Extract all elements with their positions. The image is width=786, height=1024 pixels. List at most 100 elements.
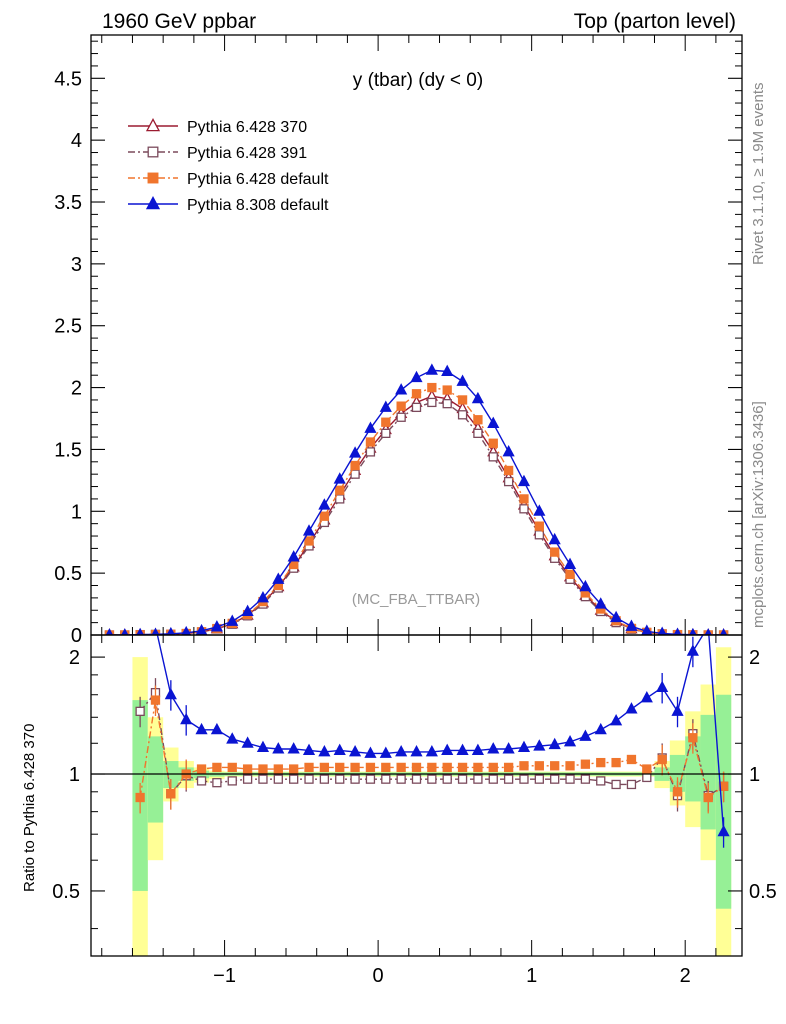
ratio-point [488,762,498,773]
data-point [719,628,728,635]
y-tick-label: 3.5 [54,192,82,214]
ratio-point [686,644,699,656]
data-point [272,572,285,584]
ratio-point [258,764,268,774]
ratio-point [364,746,377,758]
ratio-point [289,764,299,774]
data-point [365,437,376,447]
ratio-point [273,774,283,784]
x-tick-label: 0 [373,965,384,987]
ratio-point [441,743,454,755]
data-point [395,383,408,395]
ratio-point [319,762,330,773]
data-point [503,476,514,487]
ratio-point [534,774,544,784]
x-tick-label: 2 [680,965,691,987]
ratio-y-tick-label-right: 1 [749,764,760,786]
data-point [487,416,500,428]
data-point [364,421,377,433]
ratio-point [626,754,637,765]
x-tick-label: −1 [213,965,236,987]
watermark: (MC_FBA_TTBAR) [352,591,480,608]
data-point [442,399,452,409]
ratio-point [210,722,223,735]
ratio-point [565,761,575,771]
ratio-point [150,695,161,705]
legend-entry: Pythia 6.428 default [187,171,329,188]
uncertainty-band [685,736,701,802]
ratio-point [425,745,438,757]
ratio-point [350,762,360,773]
ratio-point [550,774,560,784]
x-tick-label: 1 [526,965,537,987]
data-point [381,417,391,427]
ratio-point [411,774,422,784]
header-right: Top (parton level) [574,10,736,33]
data-point [381,428,391,439]
y-tick-label: 0 [71,625,82,647]
ratio-point [227,776,237,786]
ratio-point [625,702,638,714]
data-point [181,625,192,635]
y-tick-label: 3 [71,254,82,276]
ratio-series-line [156,635,725,832]
ratio-point [640,691,653,703]
ratio-point [671,704,684,716]
y-tick-label: 1 [71,501,82,523]
data-point [302,524,316,536]
data-point [410,370,423,383]
ratio-point [565,774,575,784]
data-point [441,364,454,376]
data-point [396,401,406,411]
data-point [287,550,300,562]
data-point [488,452,498,462]
data-point [105,628,114,635]
ratio-point [487,742,500,754]
ratio-point [319,774,330,784]
y-tick-label: 4.5 [54,68,82,90]
ratio-point [596,776,606,786]
ratio-point [579,729,592,741]
ratio-point [302,743,316,755]
data-point [550,547,560,557]
ratio-point [703,792,713,803]
data-point [519,504,529,514]
ratio-point [166,789,176,799]
ratio-point [580,759,591,769]
data-point [641,624,653,635]
ratio-point [456,743,469,755]
ratio-point [717,824,730,837]
data-point [594,597,607,609]
ratio-point [287,742,300,754]
data-point [411,402,422,413]
ratio-point [611,779,621,790]
data-point [350,460,360,471]
legend-marker [145,118,161,132]
ratio-point [517,740,531,753]
ratio-y-tick-label-right: 2 [749,647,760,669]
ratio-point [563,734,577,747]
ratio-point [442,774,452,784]
ratio-point [411,762,422,773]
ratio-point [242,764,253,774]
ratio-point [135,792,145,803]
ratio-point [596,757,606,768]
legend-marker [147,172,159,184]
ratio-y-tick-label: 1 [69,764,80,786]
data-point [625,619,638,631]
data-point [534,530,544,540]
ratio-point [365,774,376,784]
ratio-point [395,745,408,757]
ratio-point [180,712,193,725]
ratio-point [242,774,253,784]
ratio-point [656,680,669,693]
data-point [349,446,362,458]
ratio-ylabel: Ratio to Pythia 6.428 370 [21,724,38,892]
data-point [319,511,330,521]
ratio-point [333,743,346,755]
ratio-point [212,762,222,773]
rivet-label: Rivet 3.1.10, ≥ 1.9M events [750,83,767,266]
ratio-point [672,787,683,797]
data-point [519,494,529,504]
data-point [379,400,392,412]
